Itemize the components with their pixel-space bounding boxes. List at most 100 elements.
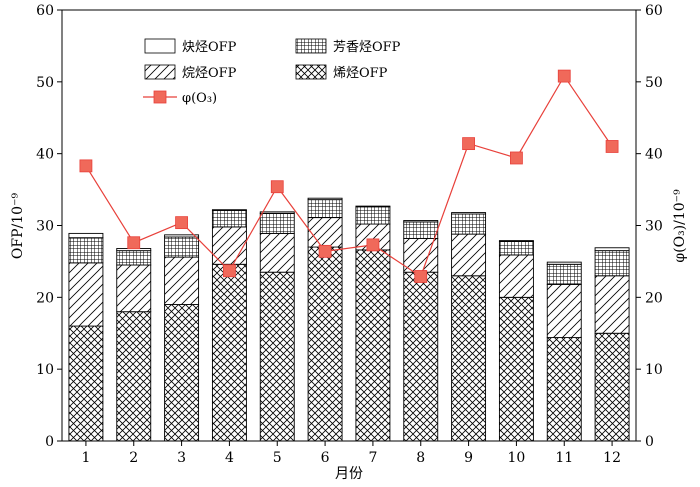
ozone-point-7: [366, 238, 380, 252]
y2-tick-label-40: 40: [645, 147, 663, 163]
legend-label-alkyne: 炔烃OFP: [182, 40, 237, 55]
bar-aromatic-5: [259, 212, 295, 234]
x-tick-label-12: 12: [603, 450, 621, 466]
ozone-point-9: [462, 137, 475, 151]
ozone-point-10: [510, 151, 523, 165]
x-tick-label-4: 4: [225, 450, 234, 466]
ozone-line-layer: [79, 69, 619, 283]
x-tick-label-9: 9: [464, 450, 473, 466]
legend-swatch-aromatic: [295, 38, 327, 54]
y2-tick-label-50: 50: [645, 75, 663, 91]
bar-alkyne-10: [498, 240, 534, 242]
ozone-point-8: [414, 270, 428, 283]
x-tick-label-8: 8: [416, 450, 425, 466]
x-tick-label-3: 3: [177, 450, 186, 466]
bar-aromatic-3: [164, 236, 200, 258]
bar-alkyne-3: [164, 234, 200, 238]
bar-aromatic-10: [498, 240, 534, 256]
ozone-point-2: [127, 236, 141, 250]
y2-tick-label-20: 20: [645, 290, 663, 306]
y2-tick-label-0: 0: [645, 434, 654, 450]
bar-aromatic-11: [546, 263, 582, 285]
legend: 炔烃OFP 芳香烃OFP 烷烃OFP 烯烃OFP φ(O₃): [143, 38, 401, 106]
y-tick-label-10: 10: [36, 362, 54, 378]
bar-alkane-9: [451, 233, 487, 277]
bar-alkyne-6: [307, 197, 343, 201]
y-tick-label-0: 0: [45, 434, 54, 450]
bar-alkyne-5: [259, 211, 295, 214]
bar-alkene-5: [259, 271, 295, 442]
legend-swatch-alkane: [144, 64, 176, 80]
bar-aromatic-6: [307, 199, 343, 219]
y2-tick-label-60: 60: [645, 3, 663, 19]
bar-alkane-2: [116, 264, 152, 313]
bar-aromatic-1: [68, 237, 104, 264]
legend-label-alkene: 烯烃OFP: [333, 66, 388, 81]
bar-aromatic-2: [116, 250, 152, 266]
ozone-point-3: [175, 216, 188, 230]
ozone-point-6: [318, 244, 332, 258]
bar-alkyne-11: [546, 261, 582, 265]
bar-alkene-10: [498, 296, 534, 442]
bar-aromatic-9: [451, 213, 487, 235]
bar-alkene-11: [546, 337, 582, 442]
bar-alkyne-9: [451, 212, 487, 215]
y2-axis-title: φ(O₃)/10⁻⁹: [672, 189, 688, 263]
bar-alkyne-4: [211, 209, 247, 211]
legend-marker-ozone: [153, 90, 167, 104]
bar-alkane-1: [68, 262, 104, 327]
y-axis-title: OFP/10⁻⁹: [10, 193, 26, 260]
bar-aromatic-12: [594, 250, 630, 277]
legend-label-alkane: 烷烃OFP: [182, 66, 237, 81]
y-tick-label-60: 60: [36, 3, 54, 19]
bars-layer: [68, 197, 630, 442]
x-tick-label-1: 1: [81, 450, 90, 466]
ozone-point-5: [270, 180, 284, 194]
bar-alkene-12: [594, 332, 630, 442]
bar-alkane-6: [307, 217, 343, 248]
y2-tick-label-30: 30: [645, 219, 663, 235]
legend-swatch-alkyne: [144, 38, 176, 54]
bar-alkene-4: [211, 263, 247, 442]
ozone-series-line: [85, 74, 613, 278]
bar-alkane-12: [594, 275, 630, 334]
y2-tick-label-10: 10: [645, 362, 663, 378]
ozone-point-12: [605, 140, 619, 153]
ozone-point-1: [79, 159, 93, 173]
bar-alkyne-12: [594, 247, 630, 252]
x-axis-title: 月份: [335, 466, 363, 482]
bar-alkyne-7: [355, 205, 391, 208]
bar-alkene-7: [355, 249, 391, 442]
legend-swatch-alkene: [295, 64, 327, 80]
x-tick-label-7: 7: [368, 450, 377, 466]
bar-alkene-6: [307, 246, 343, 442]
bar-alkene-1: [68, 325, 104, 442]
legend-label-aromatic: 芳香烃OFP: [333, 40, 401, 55]
x-tick-label-2: 2: [129, 450, 138, 466]
bar-alkane-11: [546, 283, 582, 339]
bar-aromatic-4: [211, 209, 247, 228]
bar-alkene-9: [451, 275, 487, 442]
x-tick-label-11: 11: [555, 450, 573, 466]
y-tick-label-50: 50: [36, 75, 54, 91]
y-tick-label-20: 20: [36, 290, 54, 306]
y-tick-label-40: 40: [36, 147, 54, 163]
x-tick-label-10: 10: [508, 450, 526, 466]
y-tick-label-30: 30: [36, 219, 54, 235]
legend-label-ozone: φ(O₃): [182, 91, 217, 106]
bar-alkane-3: [164, 256, 200, 305]
bar-alkyne-1: [68, 232, 104, 239]
bar-alkane-10: [498, 254, 534, 298]
x-tick-label-5: 5: [273, 450, 282, 466]
bar-alkane-5: [259, 232, 295, 273]
ozone-point-4: [223, 264, 236, 278]
bar-alkene-3: [164, 304, 200, 442]
x-tick-label-6: 6: [321, 450, 330, 466]
bar-aromatic-7: [355, 206, 391, 225]
bar-alkyne-8: [403, 220, 439, 223]
bar-aromatic-8: [403, 221, 439, 239]
ozone-point-11: [557, 69, 571, 83]
bar-alkene-8: [403, 271, 439, 442]
